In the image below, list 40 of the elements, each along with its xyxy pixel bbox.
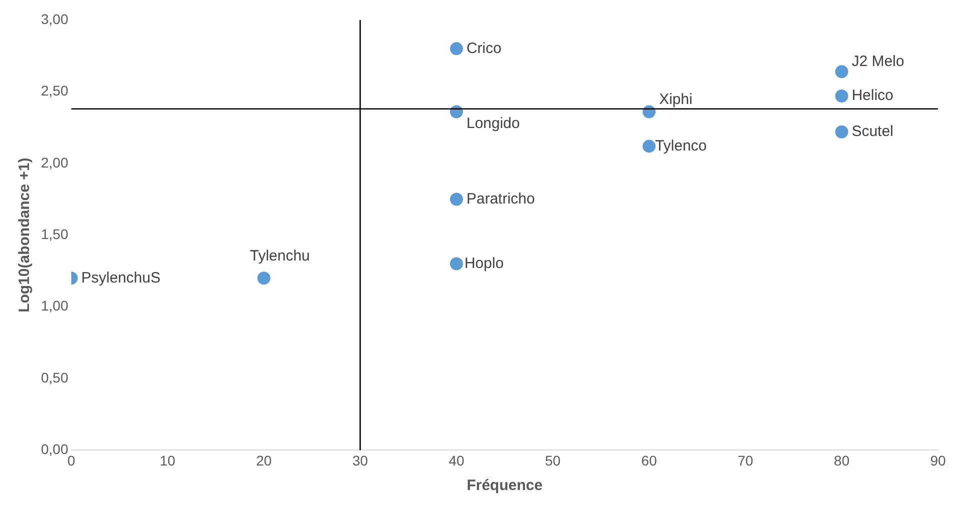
x-tick-label: 10: [160, 452, 176, 468]
point: [450, 192, 463, 206]
y-tick-label: 2,50: [41, 82, 68, 99]
x-axis-title: Fréquence: [466, 477, 543, 494]
annotation: Scutel: [852, 122, 894, 140]
x-tick-label: 80: [834, 452, 850, 468]
annotation: Longido: [466, 114, 520, 132]
point: [450, 257, 463, 270]
y-axis-title: Log10(abondance +1): [16, 158, 34, 312]
x-tick-label: 20: [256, 452, 272, 468]
annotation: Xiphi: [659, 90, 692, 108]
point: [642, 140, 656, 153]
annotation: PsylenchuS: [81, 269, 160, 286]
point: [257, 272, 270, 285]
annotation: Hoplo: [464, 254, 504, 272]
annotation: Tylenchu: [250, 247, 310, 264]
y-tick-label: 0,00: [41, 441, 68, 458]
x-tick-label: 0: [67, 452, 76, 468]
y-tick-label: 2,00: [41, 154, 68, 170]
x-tick-label: 70: [738, 452, 754, 468]
x-tick-label: 90: [930, 452, 946, 468]
point: [835, 125, 848, 138]
annotation: J2 Melo: [852, 52, 904, 70]
point: [835, 65, 848, 78]
point: [450, 105, 463, 118]
y-tick-label: 3,00: [41, 10, 68, 27]
y-tick-label: 1,50: [41, 226, 68, 242]
point: [835, 90, 848, 102]
y-tick-label: 0,50: [41, 369, 68, 386]
point: [642, 105, 656, 118]
annotation: Tylenco: [655, 137, 707, 154]
point: [450, 42, 463, 56]
annotation: Crico: [466, 40, 502, 57]
x-tick-label: 50: [544, 452, 561, 468]
x-tick-label: 60: [641, 452, 658, 468]
annotation: Helico: [852, 87, 894, 104]
x-tick-label: 40: [448, 452, 464, 468]
x-tick-label: 30: [352, 452, 368, 468]
annotation: Paratricho: [466, 190, 535, 208]
y-tick-label: 1,00: [41, 298, 68, 314]
